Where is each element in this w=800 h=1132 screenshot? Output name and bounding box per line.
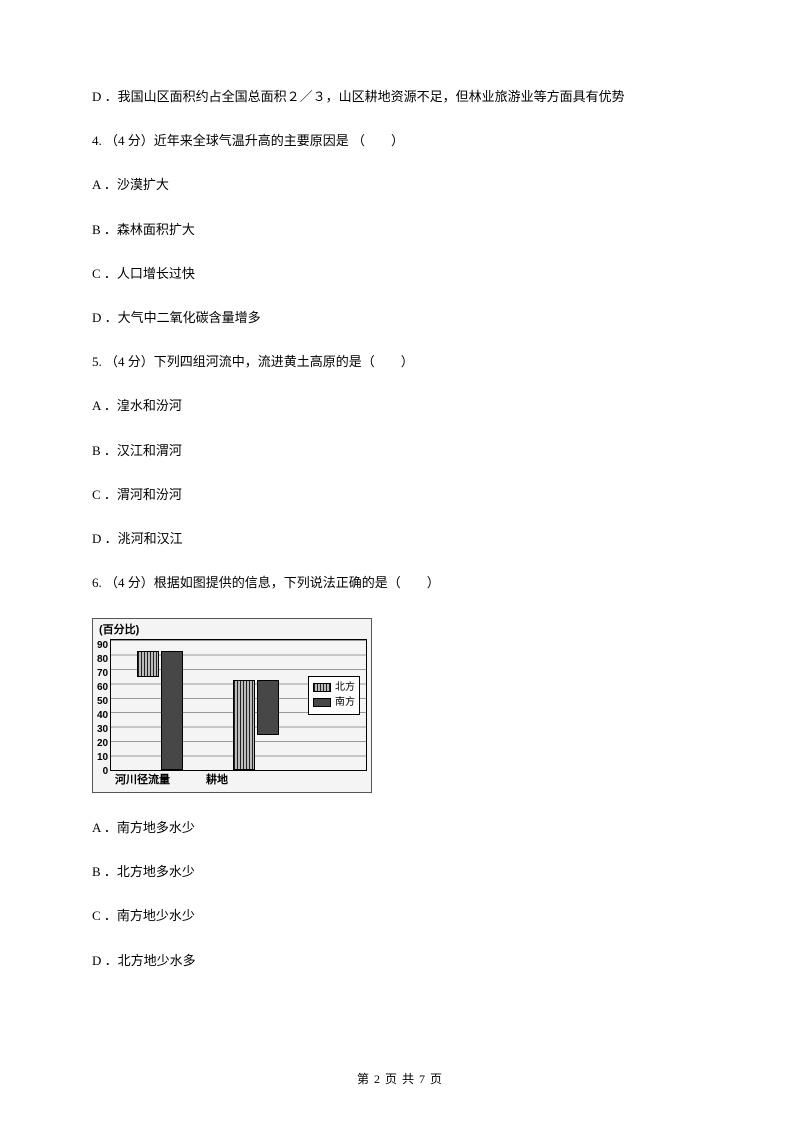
- q6-option-b: B ．北方地多水少: [92, 863, 708, 881]
- ytick: 40: [97, 709, 108, 723]
- legend-swatch-south: [313, 698, 331, 707]
- chart-grid: 北方 南方: [110, 639, 367, 771]
- x-category: 河川径流量: [115, 773, 170, 788]
- q5-option-c: C ．渭河和汾河: [92, 486, 708, 504]
- chart-legend: 北方 南方: [308, 676, 360, 715]
- chart-y-title: (百分比): [99, 623, 367, 638]
- bar-south: [257, 680, 279, 735]
- q3-option-d: D ．我国山区面积约占全国总面积２／３，山区耕地资源不足，但林业旅游业等方面具有…: [92, 88, 708, 106]
- bar-group: [137, 651, 183, 769]
- legend-swatch-north: [313, 683, 331, 692]
- q5-option-a: A ．湟水和汾河: [92, 397, 708, 415]
- bar-north: [233, 680, 255, 770]
- ytick: 70: [97, 667, 108, 681]
- q4-option-a: A ．沙漠扩大: [92, 176, 708, 194]
- q6-option-a: A ．南方地多水少: [92, 819, 708, 837]
- q6-option-d: D ．北方地少水多: [92, 952, 708, 970]
- q6-option-c: C ．南方地少水少: [92, 907, 708, 925]
- bar-north: [137, 651, 159, 677]
- legend-label-south: 南方: [335, 696, 355, 710]
- q4-intro: 4. （4 分）近年来全球气温升高的主要原因是 （ ）: [92, 132, 708, 150]
- q6-chart: (百分比) 90 80 70 60 50 40 30 20 10 0 北方: [92, 618, 372, 793]
- ytick: 50: [97, 695, 108, 709]
- q6-intro: 6. （4 分）根据如图提供的信息，下列说法正确的是（ ）: [92, 574, 708, 592]
- legend-label-north: 北方: [335, 681, 355, 695]
- x-category: 耕地: [206, 773, 228, 788]
- page-footer: 第 2 页 共 7 页: [0, 1071, 800, 1088]
- q4-option-b: B ．森林面积扩大: [92, 221, 708, 239]
- ytick: 80: [97, 653, 108, 667]
- chart-y-axis: 90 80 70 60 50 40 30 20 10 0: [97, 639, 110, 771]
- bar-group: [233, 680, 279, 770]
- ytick: 20: [97, 737, 108, 751]
- q4-option-d: D ．大气中二氧化碳含量增多: [92, 309, 708, 327]
- q5-intro: 5. （4 分）下列四组河流中，流进黄土高原的是（ ）: [92, 353, 708, 371]
- bar-south: [161, 651, 183, 769]
- ytick: 90: [97, 639, 108, 653]
- ytick: 30: [97, 723, 108, 737]
- q5-option-b: B ．汉江和渭河: [92, 442, 708, 460]
- chart-x-axis: 河川径流量 耕地: [97, 773, 367, 792]
- q5-option-d: D ．洮河和汉江: [92, 530, 708, 548]
- ytick: 10: [97, 751, 108, 765]
- ytick: 60: [97, 681, 108, 695]
- q4-option-c: C ．人口增长过快: [92, 265, 708, 283]
